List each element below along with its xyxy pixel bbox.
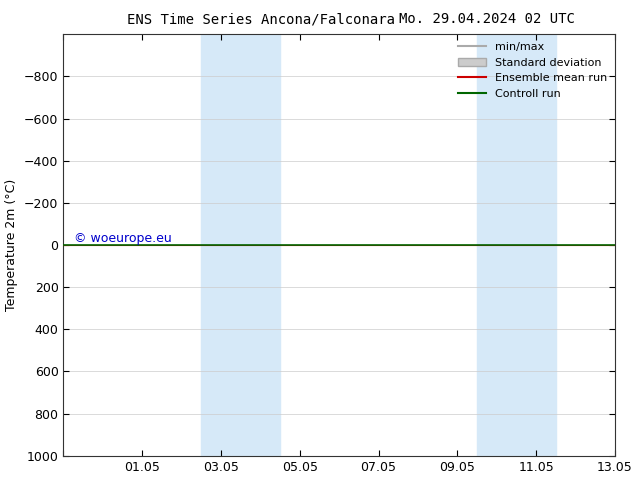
Bar	[202, 34, 280, 456]
Text: ENS Time Series Ancona/Falconara: ENS Time Series Ancona/Falconara	[127, 12, 395, 26]
Y-axis label: Temperature 2m (°C): Temperature 2m (°C)	[6, 179, 18, 311]
Text: © woeurope.eu: © woeurope.eu	[74, 232, 172, 245]
Bar	[477, 34, 556, 456]
Legend: min/max, Standard deviation, Ensemble mean run, Controll run: min/max, Standard deviation, Ensemble me…	[454, 38, 612, 103]
Text: Mo. 29.04.2024 02 UTC: Mo. 29.04.2024 02 UTC	[399, 12, 575, 26]
